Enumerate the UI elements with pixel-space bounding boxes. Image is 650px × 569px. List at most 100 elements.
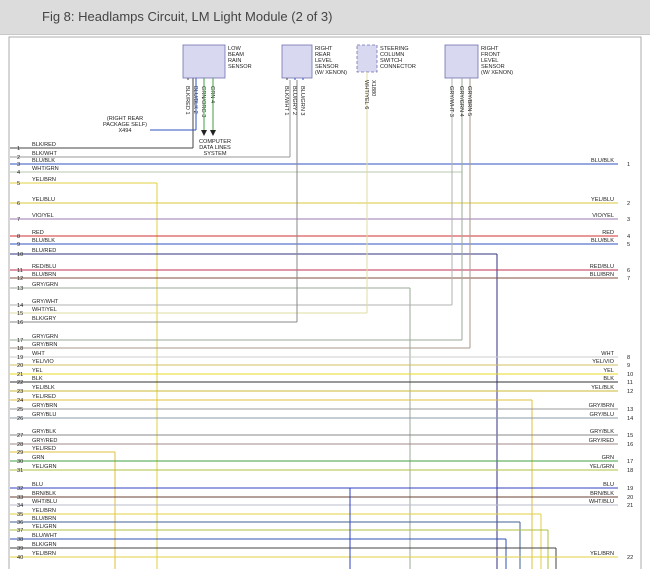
wire-label: YEL/BLK — [591, 385, 614, 391]
wire-label: GRY/RED — [32, 438, 57, 444]
wire-label: WHT/BLU — [589, 499, 614, 505]
pin-number: 2 — [627, 201, 630, 207]
component-label: LOW — [228, 46, 241, 52]
wire-label: BLU/BLK — [32, 238, 55, 244]
pin-number: 5 — [627, 242, 630, 248]
wire-label: GRY/GRN — [32, 282, 58, 288]
component-label: LEVEL — [481, 58, 498, 64]
connector-label: (RIGHT REAR — [107, 116, 143, 122]
wire-label: VIO/YEL — [32, 213, 54, 219]
wire-label: GRY/BRN — [32, 342, 57, 348]
pin-number: 22 — [627, 555, 633, 561]
pin-number: 24 — [17, 398, 23, 404]
pin-number: 10 — [627, 372, 633, 378]
pin-label: GRN/ORG 3 — [200, 86, 206, 117]
pin-number: 14 — [627, 416, 633, 422]
wire-label: RED/BLU — [590, 264, 614, 270]
wire-label: GRY/GRN — [32, 334, 58, 340]
wire-label: GRY/RED — [589, 438, 614, 444]
pin-number: 17 — [17, 338, 23, 344]
pin-number: 8 — [627, 355, 630, 361]
pin-number: 10 — [17, 252, 23, 258]
wire-label: BLU/BRN — [32, 272, 56, 278]
diagram: 1 BLK/RED 2 BLK/WHT 3 BLU/BLK 4 WHT/GRN 5 YEL/BRN… — [8, 36, 642, 569]
wire-label: BLK/GRY — [32, 316, 56, 322]
pin-label: GRY/GRN 4 — [458, 86, 464, 117]
wire-label: GRY/BRN — [589, 403, 614, 409]
pin-label: GRY/BRN 5 — [466, 86, 472, 116]
pin-number: 15 — [17, 311, 23, 317]
pin-number: 18 — [17, 346, 23, 352]
pin-number: 37 — [17, 528, 23, 534]
pin-number: 4 — [17, 170, 20, 176]
component-label: BEAM — [228, 52, 244, 58]
wire-label: RED — [32, 230, 44, 236]
pin-label: BLU/GRY 2 — [291, 86, 297, 115]
component-label: SENSOR — [481, 64, 505, 70]
wire-label: BLK — [603, 376, 614, 382]
pin-label: WHT/YEL 6 — [363, 80, 369, 109]
wire-label: YEL/GRN — [589, 464, 614, 470]
pin-label: GRY/WHT 3 — [448, 86, 454, 117]
wire-label: WHT — [601, 351, 614, 357]
pin-number: 13 — [17, 286, 23, 292]
component-box — [182, 44, 226, 79]
wire-label: BLU — [32, 482, 43, 488]
system-label: SYSTEM — [203, 151, 226, 157]
component-label: RIGHT — [481, 46, 499, 52]
wire-label: YEL — [32, 368, 43, 374]
component-label: RIGHT — [315, 46, 333, 52]
pin-number: 21 — [17, 372, 23, 378]
pin-label: GRN 4 — [209, 86, 215, 103]
system-label: DATA LINES — [199, 145, 231, 151]
pin-number: 33 — [17, 495, 23, 501]
pin-number: 9 — [17, 242, 20, 248]
wire-label: YEL/RED — [32, 394, 56, 400]
wire-label: WHT/GRN — [32, 166, 59, 172]
pin-number: 40 — [17, 555, 23, 561]
wire-label: BLU/BRN — [590, 272, 614, 278]
wire-label: BLK/WHT — [32, 151, 57, 157]
pin-number: 3 — [17, 162, 20, 168]
wire-label: GRN — [32, 455, 44, 461]
pin-number: 25 — [17, 407, 23, 413]
connector-label: PACKAGE SELF) — [103, 122, 147, 128]
pin-number: 11 — [17, 268, 23, 274]
wire-label: YEL/GRN — [32, 464, 57, 470]
wire-label: BRN/BLK — [590, 491, 614, 497]
wire-label: BLU/BLK — [32, 158, 55, 164]
pin-number: 38 — [17, 537, 23, 543]
pin-number: 8 — [17, 234, 20, 240]
pin-number: 20 — [627, 495, 633, 501]
wire-label: GRN — [602, 455, 614, 461]
wire-label: BLK/RED — [32, 142, 56, 148]
wire-label: YEL/BRN — [590, 551, 614, 557]
pin-label: BLK/RED 1 — [184, 86, 190, 115]
wire-label: BLU/BRN — [32, 516, 56, 522]
pin-number: 15 — [627, 433, 633, 439]
component-label: (W/ XENON) — [315, 70, 347, 76]
pin-number: 23 — [17, 389, 23, 395]
component-label: REAR — [315, 52, 331, 58]
pin-number: 27 — [17, 433, 23, 439]
component-box — [444, 44, 479, 79]
pin-number: 7 — [627, 276, 630, 282]
wire-label: WHT/YEL — [32, 307, 57, 313]
pin-number: 1 — [627, 162, 630, 168]
pin-number: 16 — [627, 442, 633, 448]
pin-number: 2 — [17, 155, 20, 161]
wire-label: BLU/BLK — [591, 158, 614, 164]
wire-label: BLU/RED — [32, 248, 56, 254]
wire-label: YEL/VIO — [592, 359, 614, 365]
pin-number: 12 — [17, 276, 23, 282]
pin-number: 7 — [17, 217, 20, 223]
pin-number: 13 — [627, 407, 633, 413]
pin-number: 39 — [17, 546, 23, 552]
pin-number: 31 — [17, 468, 23, 474]
pin-number: 1 — [17, 146, 20, 152]
component-label: LEVEL — [315, 58, 332, 64]
pin-number: 35 — [17, 512, 23, 518]
wire-label: YEL — [603, 368, 614, 374]
wire-label: BLK/GRN — [32, 542, 57, 548]
pin-number: 22 — [17, 380, 23, 386]
